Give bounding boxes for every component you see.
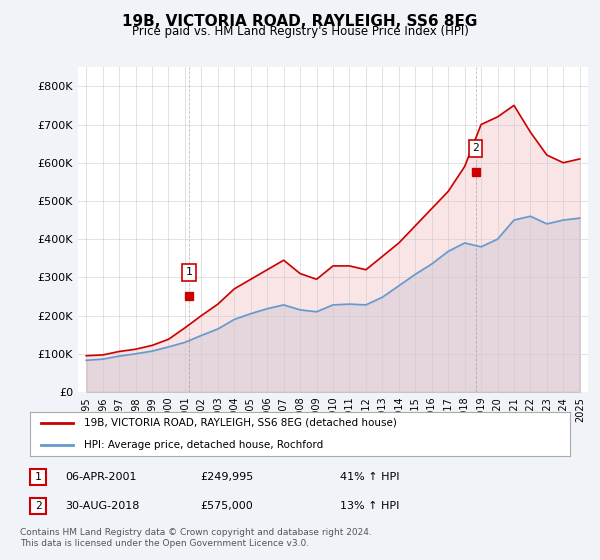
Text: 41% ↑ HPI: 41% ↑ HPI	[340, 472, 400, 482]
Text: 1: 1	[185, 267, 193, 277]
Text: £249,995: £249,995	[200, 472, 253, 482]
Text: 2: 2	[472, 143, 479, 153]
Text: 30-AUG-2018: 30-AUG-2018	[65, 501, 139, 511]
Text: 19B, VICTORIA ROAD, RAYLEIGH, SS6 8EG (detached house): 19B, VICTORIA ROAD, RAYLEIGH, SS6 8EG (d…	[84, 418, 397, 428]
Text: Price paid vs. HM Land Registry's House Price Index (HPI): Price paid vs. HM Land Registry's House …	[131, 25, 469, 38]
FancyBboxPatch shape	[30, 498, 46, 514]
Text: HPI: Average price, detached house, Rochford: HPI: Average price, detached house, Roch…	[84, 440, 323, 450]
Text: 06-APR-2001: 06-APR-2001	[65, 472, 137, 482]
Text: 1: 1	[35, 472, 41, 482]
Text: £575,000: £575,000	[200, 501, 253, 511]
Text: Contains HM Land Registry data © Crown copyright and database right 2024.
This d: Contains HM Land Registry data © Crown c…	[20, 528, 372, 548]
FancyBboxPatch shape	[30, 469, 46, 485]
Text: 19B, VICTORIA ROAD, RAYLEIGH, SS6 8EG: 19B, VICTORIA ROAD, RAYLEIGH, SS6 8EG	[122, 14, 478, 29]
Text: 13% ↑ HPI: 13% ↑ HPI	[340, 501, 400, 511]
Text: 2: 2	[35, 501, 41, 511]
